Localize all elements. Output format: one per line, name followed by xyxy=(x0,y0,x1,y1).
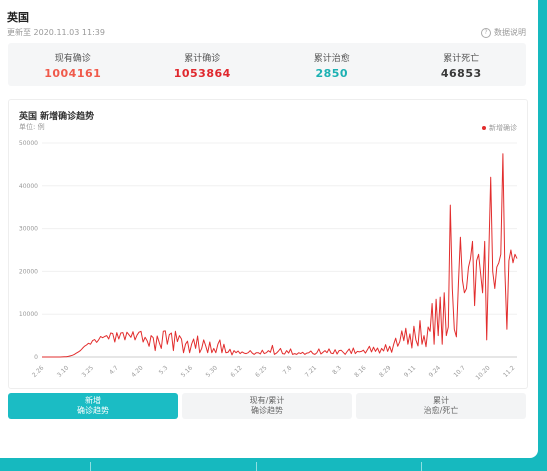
x-tick-label: 5.3 xyxy=(158,364,170,376)
stat-value: 46853 xyxy=(440,67,482,80)
tab-label-line1: 新增 xyxy=(85,396,101,405)
x-tick-label: 8.29 xyxy=(378,364,393,379)
trend-chart-card: 0 10000 20000 30000 40000 50000 2.26 3.10 3.25 4.… xyxy=(8,99,528,389)
chart-legend[interactable]: 新增确诊 xyxy=(482,123,517,133)
x-tick-label: 5.16 xyxy=(180,364,195,379)
x-tick-label: 4.20 xyxy=(130,364,145,379)
country-title: 英国 xyxy=(7,11,29,24)
stat-label: 累计死亡 xyxy=(443,54,480,64)
tab-current-total-confirmed-trend[interactable]: 现有/累计 确诊趋势 xyxy=(182,393,352,419)
stat-label: 累计确诊 xyxy=(184,54,221,64)
stat-value: 1004161 xyxy=(44,67,102,80)
stat-current-confirmed: 现有确诊 1004161 xyxy=(8,43,138,86)
stat-label: 现有确诊 xyxy=(54,54,91,64)
y-tick-label: 40000 xyxy=(19,183,38,190)
stats-summary: 现有确诊 1004161 累计确诊 1053864 累计治愈 2850 累计死亡… xyxy=(8,43,526,86)
stat-total-recovered: 累计治愈 2850 xyxy=(267,43,397,86)
x-tick-label: 2.26 xyxy=(31,364,46,379)
tab-label-line2: 确诊趋势 xyxy=(251,406,283,415)
stat-total-confirmed: 累计确诊 1053864 xyxy=(138,43,268,86)
footer-divider xyxy=(256,462,257,471)
stat-total-deaths: 累计死亡 46853 xyxy=(397,43,527,86)
x-tick-label: 7.8 xyxy=(282,364,294,376)
chart-unit: 单位: 例 xyxy=(19,123,45,131)
help-circle-icon: ? xyxy=(481,27,491,38)
x-tick-label: 10.7 xyxy=(452,364,467,379)
legend-dot xyxy=(482,126,486,130)
x-tick-label: 7.21 xyxy=(304,364,319,379)
tab-label-line2: 确诊趋势 xyxy=(77,406,109,415)
chart-tabs: 新增 确诊趋势 现有/累计 确诊趋势 累计 治愈/死亡 xyxy=(8,393,526,419)
x-tick-label: 10.20 xyxy=(475,364,492,381)
x-tick-label: 11.2 xyxy=(502,364,517,379)
tab-label-line1: 累计 xyxy=(433,396,449,405)
tab-label-line2: 治愈/死亡 xyxy=(423,406,459,415)
stat-label: 累计治愈 xyxy=(313,54,350,64)
x-tick-label: 9.24 xyxy=(428,364,443,379)
x-tick-label: 3.25 xyxy=(81,364,96,379)
data-help-label: 数据说明 xyxy=(494,28,526,37)
trend-chart[interactable]: 0 10000 20000 30000 40000 50000 2.26 3.10 3.25 4.… xyxy=(9,100,527,388)
x-tick-label: 6.12 xyxy=(229,364,244,379)
x-tick-label: 9.11 xyxy=(403,364,418,379)
y-tick-label: 30000 xyxy=(19,226,38,233)
y-tick-label: 0 xyxy=(34,354,38,361)
chart-title: 英国 新增确诊趋势 xyxy=(19,112,95,122)
tab-label-line1: 现有/累计 xyxy=(249,396,285,405)
y-tick-label: 20000 xyxy=(19,268,38,275)
x-tick-label: 3.10 xyxy=(56,364,71,379)
update-time: 更新至 2020.11.03 11:39 xyxy=(7,28,105,37)
x-tick-label: 4.7 xyxy=(108,364,120,376)
stat-value: 2850 xyxy=(315,67,349,80)
tab-new-confirmed-trend[interactable]: 新增 确诊趋势 xyxy=(8,393,178,419)
x-tick-label: 6.25 xyxy=(254,364,269,379)
x-tick-label: 5.30 xyxy=(205,364,220,379)
x-tick-label: 8.16 xyxy=(353,364,368,379)
x-tick-label: 8.3 xyxy=(331,364,343,376)
footer-divider xyxy=(90,462,91,471)
data-help-link[interactable]: ? 数据说明 xyxy=(481,27,526,38)
series-line-0 xyxy=(42,153,518,358)
y-tick-label: 10000 xyxy=(19,311,38,318)
footer-divider xyxy=(421,462,422,471)
y-tick-label: 50000 xyxy=(19,140,38,147)
country-detail-panel: 英国 更新至 2020.11.03 11:39 ? 数据说明 现有确诊 1004… xyxy=(0,0,538,458)
tab-recovered-deaths[interactable]: 累计 治愈/死亡 xyxy=(356,393,526,419)
stat-value: 1053864 xyxy=(173,67,231,80)
legend-label: 新增确诊 xyxy=(489,124,517,132)
